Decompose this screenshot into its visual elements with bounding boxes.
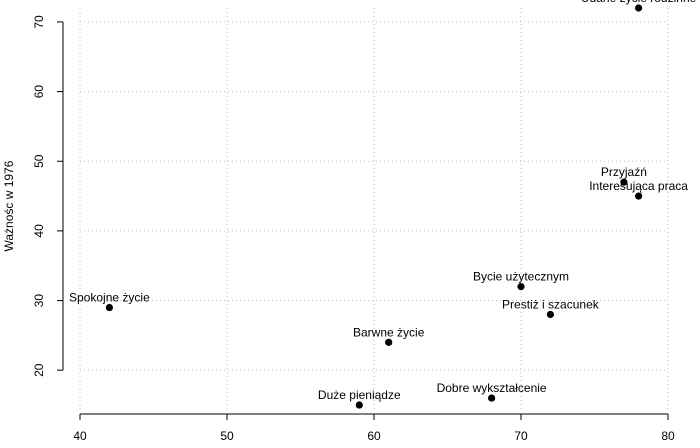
point-label: Prestiż i szacunek — [502, 297, 600, 311]
x-ticks: 40 50 60 70 80 — [73, 414, 675, 443]
y-tick-label: 60 — [32, 85, 46, 99]
y-tick-label: 70 — [32, 15, 46, 29]
data-labels: Udane życie rodzinne PrzyjaźńInteresująca… — [69, 0, 697, 402]
point-label: Interesująca praca — [589, 179, 688, 193]
data-point — [635, 192, 643, 200]
x-tick-label: 50 — [220, 429, 234, 443]
x-tick-label: 70 — [514, 429, 528, 443]
point-label: Dobre wykształcenie — [437, 381, 547, 395]
grid — [79, 8, 669, 412]
axes — [62, 21, 668, 415]
data-point — [620, 178, 628, 186]
point-label: Spokojne życie — [69, 291, 150, 305]
x-tick-label: 60 — [367, 429, 381, 443]
data-point — [635, 4, 643, 12]
data-point — [488, 394, 496, 402]
y-axis-title: Ważnośc w 1976 — [2, 160, 16, 251]
x-tick-label: 80 — [661, 429, 675, 443]
point-label: Udane życie rodzinne — [581, 0, 697, 5]
point-label: Duże pieniądze — [318, 388, 401, 402]
point-label: Barwne życie — [353, 325, 425, 339]
data-point — [517, 283, 525, 291]
y-tick-label: 20 — [32, 363, 46, 377]
data-point — [105, 303, 113, 312]
y-tick-label: 30 — [32, 294, 46, 308]
data-point — [546, 310, 555, 319]
data-points — [105, 4, 643, 409]
data-point — [355, 401, 363, 409]
point-label: Bycie użytecznym — [473, 270, 569, 284]
y-ticks: 20 30 40 50 60 70 — [32, 15, 63, 377]
y-tick-label: 50 — [32, 154, 46, 168]
y-tick-label: 40 — [32, 224, 46, 238]
data-point — [385, 338, 393, 346]
point-label: Przyjaźń — [601, 165, 647, 179]
x-tick-label: 40 — [73, 429, 87, 443]
